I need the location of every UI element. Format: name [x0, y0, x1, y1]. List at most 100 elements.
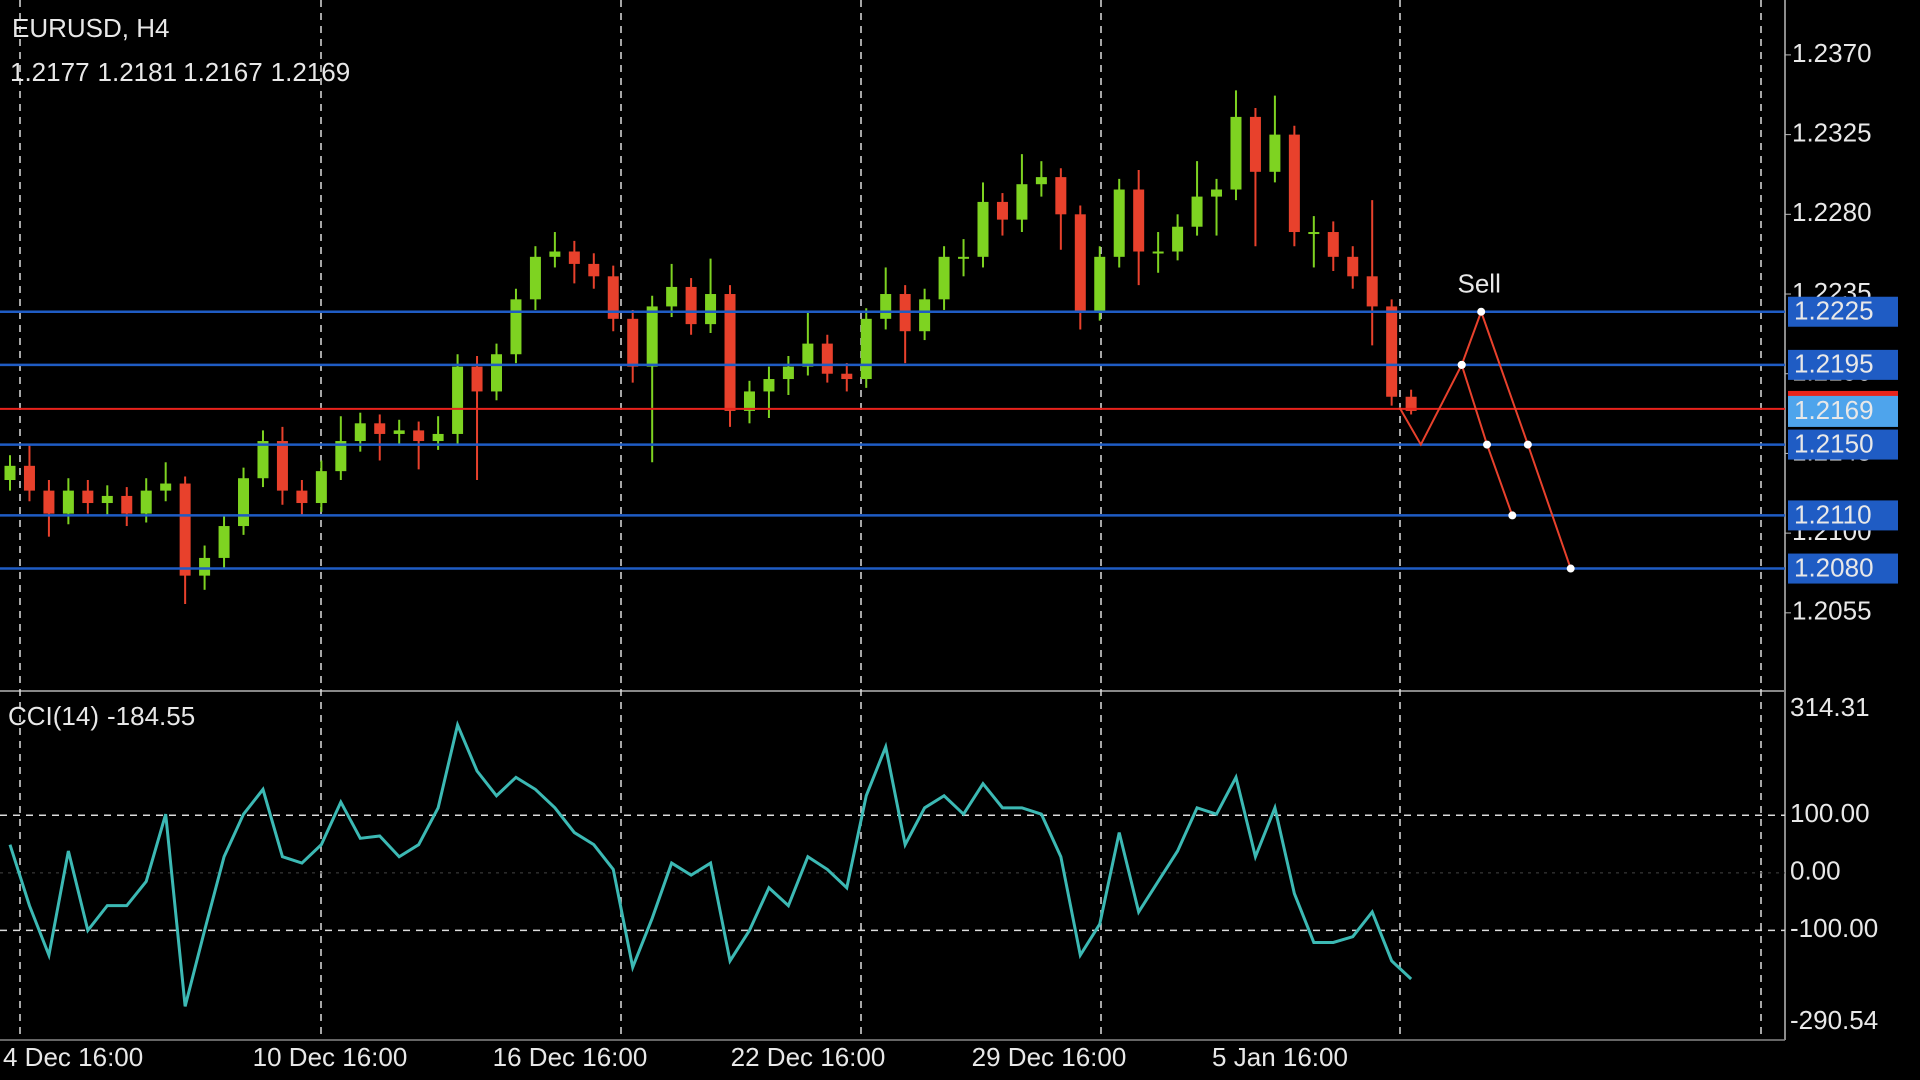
candle-body: [23, 465, 35, 491]
candle-body: [666, 286, 678, 307]
candle-body: [1269, 134, 1281, 172]
cci-line: [8, 720, 1413, 1007]
candle-body: [199, 557, 211, 576]
pattern-point: [1566, 564, 1575, 573]
price-label-box: [1788, 394, 1898, 427]
y-tick-label: 0.00: [1790, 856, 1841, 886]
candle-body: [276, 441, 288, 491]
candle-body: [627, 318, 639, 367]
candle-body: [1230, 116, 1242, 190]
price-label-stripe: [1788, 390, 1898, 396]
candle-body: [919, 299, 931, 332]
candle-body: [568, 251, 580, 264]
candle-body: [1308, 232, 1320, 235]
separators: [19, 0, 1762, 1040]
candle-body: [140, 490, 152, 514]
x-tick-label: 29 Dec 16:00: [972, 1042, 1127, 1072]
candle-body: [1366, 276, 1378, 307]
level-label: 1.2150: [1794, 428, 1874, 458]
pattern-point: [1477, 307, 1486, 316]
candle-body: [743, 391, 755, 411]
candle-body: [471, 366, 483, 392]
candle-body: [4, 465, 16, 480]
candle-body: [763, 379, 775, 392]
candle-body: [802, 343, 814, 367]
candle-body: [588, 263, 600, 277]
candle-body: [685, 286, 697, 325]
y-tick-label: 1.2055: [1792, 596, 1872, 626]
cci-panel: 314.31 100.00 0.00 -100.00 -290.54: [0, 692, 1878, 1035]
candle-body: [705, 294, 717, 325]
candle-body: [62, 490, 74, 514]
candle-body: [1288, 134, 1300, 233]
candle-body: [101, 495, 113, 504]
candle-body: [218, 526, 230, 558]
candle-body: [549, 251, 561, 257]
y-tick-label: -290.54: [1790, 1005, 1878, 1035]
candle-body: [1405, 396, 1417, 411]
candle-body: [1347, 256, 1359, 277]
candle-body: [1016, 184, 1028, 220]
candle-body: [724, 294, 736, 411]
candle-body: [315, 471, 327, 504]
candle-body: [491, 354, 502, 392]
candle-body: [1133, 189, 1145, 252]
candle-body: [1152, 251, 1164, 254]
candle-body: [1211, 189, 1223, 197]
x-tick-label: 5 Jan 16:00: [1212, 1042, 1348, 1072]
candle-body: [82, 490, 94, 504]
level-label-box: [1788, 349, 1898, 380]
y-tick-label: -100.00: [1790, 913, 1878, 943]
indicator-name: CCI(14): [8, 701, 99, 731]
candle-body: [996, 201, 1008, 220]
candle-body: [1386, 306, 1398, 397]
candle-body: [160, 483, 172, 491]
candle-body: [938, 256, 950, 300]
candle-body: [335, 441, 347, 472]
close-value: 1.2169: [271, 57, 351, 87]
ohlc-readout: 1.2177 1.2181 1.2167 1.2169: [10, 57, 350, 87]
level-label-box: [1788, 553, 1898, 584]
candle-body: [1172, 226, 1184, 252]
candle-body: [413, 430, 425, 442]
x-tick-label: 4 Dec 16:00: [3, 1042, 143, 1072]
candle-body: [452, 366, 464, 434]
candle-body: [782, 366, 794, 380]
price-label: 1.2169: [1794, 395, 1874, 425]
open-value: 1.2177: [10, 57, 90, 87]
symbol-title: EURUSD, H4: [12, 13, 169, 43]
candle-body: [296, 490, 308, 504]
candle-body: [238, 478, 250, 527]
candle-body: [393, 430, 405, 434]
candle-body: [1074, 214, 1086, 312]
pattern-line: [1398, 308, 1572, 569]
candle-body: [841, 373, 853, 380]
indicator-value: -184.55: [107, 701, 195, 731]
candle-body: [1035, 177, 1047, 185]
level-label-box: [1788, 429, 1898, 460]
candle-body: [179, 483, 191, 576]
level-label: 1.2080: [1794, 552, 1874, 582]
candle-body: [432, 433, 444, 442]
candle-body: [1055, 177, 1067, 215]
y-tick-label: 1.2280: [1792, 197, 1872, 227]
y-tick-label: 1.2325: [1792, 117, 1872, 147]
pattern-label: Sell: [1457, 269, 1500, 299]
y-tick-label: 100.00: [1790, 798, 1870, 828]
level-label: 1.2110: [1794, 499, 1872, 529]
candle-body: [354, 423, 366, 442]
candle-body: [958, 256, 970, 259]
candle-body: [607, 276, 619, 319]
y-tick-label: 1.2370: [1792, 38, 1872, 68]
price-panel: 1.23701.23251.22801.22351.21901.21451.21…: [0, 38, 1898, 626]
candle-body: [374, 423, 386, 434]
candle-body: [860, 318, 872, 380]
candle-body: [1094, 256, 1106, 312]
candle-body: [1249, 116, 1261, 172]
candle-body: [510, 299, 522, 355]
low-value: 1.2167: [183, 57, 263, 87]
candle-body: [1113, 189, 1125, 257]
x-tick-label: 10 Dec 16:00: [253, 1042, 408, 1072]
